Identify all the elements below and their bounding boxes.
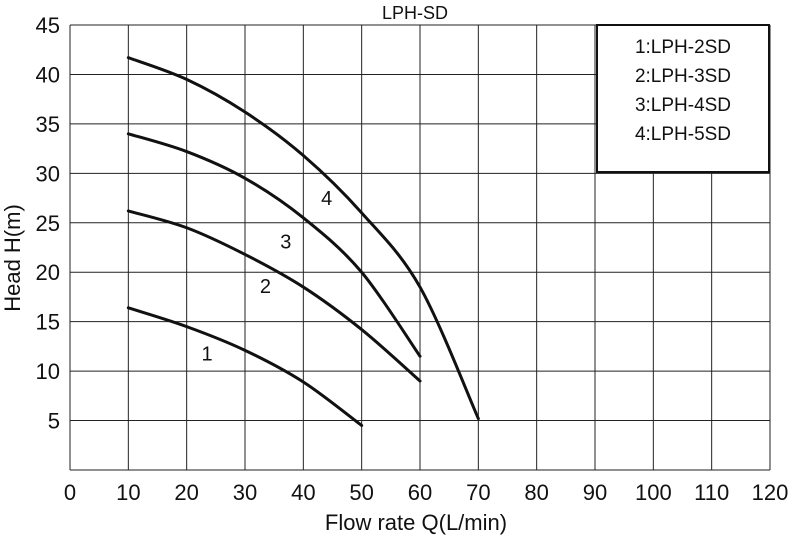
x-tick-label: 0 [64,480,76,505]
x-tick-label: 10 [116,480,140,505]
curve-series-1 [126,306,364,427]
performance-curves [126,56,480,427]
x-tick-label: 40 [291,480,315,505]
legend: 1:LPH-2SD 2:LPH-3SD 3:LPH-4SD 4:LPH-5SD [596,24,770,173]
y-tick-label: 10 [36,359,60,384]
legend-entry: 4:LPH-5SD [635,124,731,145]
x-tick-label: 20 [174,480,198,505]
y-tick-label: 40 [36,62,60,87]
x-tick-labels: 0 10 20 30 40 50 60 70 80 90 100 110 120 [64,480,788,505]
y-tick-label: 25 [36,211,60,236]
curve-label: 4 [321,188,332,210]
curve-series-2 [126,209,422,383]
legend-entry: 3:LPH-4SD [635,95,731,116]
y-axis-label: Head H(m) [0,204,25,312]
curve-label: 1 [202,343,213,365]
legend-entry: 1:LPH-2SD [635,37,731,58]
y-tick-label: 20 [36,260,60,285]
x-tick-label: 100 [635,480,672,505]
y-tick-label: 30 [36,161,60,186]
y-tick-label: 45 [36,13,60,38]
curve-labels: 1 23 4 [202,188,333,365]
chart-title: LPH-SD [382,3,448,23]
x-axis-label: Flow rate Q(L/min) [325,510,507,535]
curve-label: 3 [280,232,291,254]
curve-series-3 [126,132,422,358]
legend-box [596,24,770,173]
curve-series-4 [126,56,480,421]
x-tick-label: 110 [694,480,729,505]
y-tick-label: 35 [36,112,60,137]
x-tick-label: 50 [349,480,373,505]
x-tick-label: 70 [466,480,490,505]
x-tick-label: 90 [583,480,607,505]
x-tick-label: 80 [524,480,548,505]
y-tick-label: 5 [48,409,60,434]
legend-entry: 2:LPH-3SD [635,66,731,87]
x-tick-label: 120 [752,480,789,505]
x-tick-label: 60 [408,480,432,505]
y-tick-labels: 5 10 15 20 25 30 35 40 45 [36,13,60,434]
x-tick-label: 30 [233,480,257,505]
curve-label: 2 [260,276,271,298]
y-tick-label: 15 [36,310,60,335]
